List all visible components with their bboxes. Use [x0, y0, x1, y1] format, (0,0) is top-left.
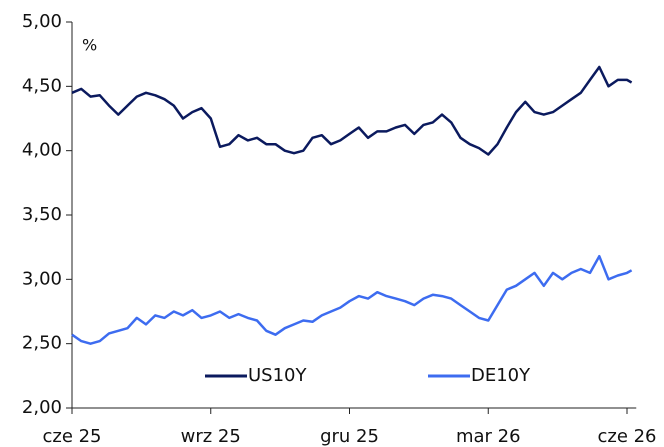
y-tick-label: 2,50	[22, 333, 62, 354]
legend-label: DE10Y	[471, 365, 531, 386]
x-tick-label: wrz 25	[181, 426, 241, 447]
series-line	[71, 254, 633, 345]
y-tick-label: 3,50	[22, 204, 62, 225]
x-tick-label: cze 25	[42, 426, 101, 447]
y-tick-label: 5,00	[22, 11, 62, 32]
y-axis-label: %	[82, 36, 97, 55]
y-tick-label: 4,50	[22, 75, 62, 96]
x-tick-label: cze 26	[597, 426, 656, 447]
legend-label: US10Y	[248, 365, 308, 386]
y-tick-label: 2,00	[22, 397, 62, 418]
y-tick-label: 4,00	[22, 140, 62, 161]
x-tick-label: mar 26	[456, 426, 521, 447]
x-tick-label: gru 25	[320, 426, 379, 447]
y-tick-label: 3,00	[22, 268, 62, 289]
series-line	[71, 65, 633, 156]
